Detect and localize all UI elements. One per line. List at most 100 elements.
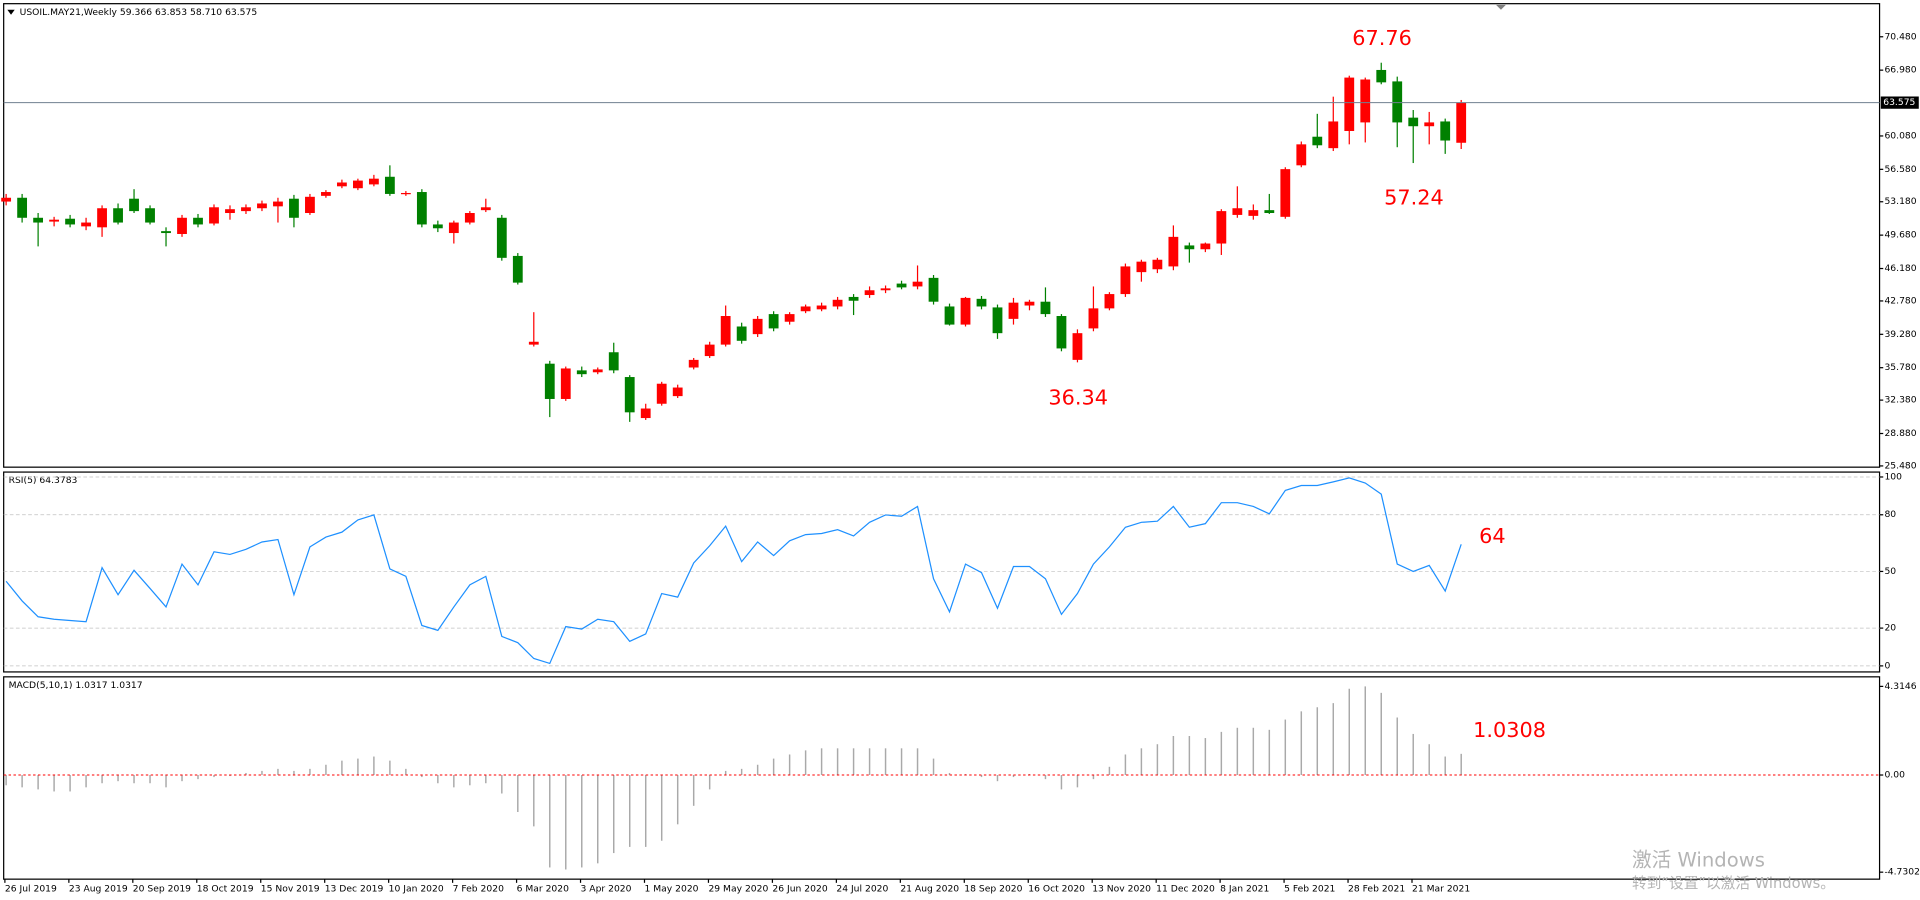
x-tick-label: 18 Oct 2019 <box>197 883 254 894</box>
candle-body <box>960 297 971 325</box>
candle-body <box>225 209 235 214</box>
y-tick-label: 42.780 <box>1884 295 1916 306</box>
candle-body <box>1392 81 1403 123</box>
candle-body <box>560 368 571 399</box>
candle-body <box>832 299 843 307</box>
low-annotation: 57.24 <box>1384 186 1444 210</box>
candle-body <box>1200 243 1211 250</box>
menu-arrow[interactable] <box>7 9 15 15</box>
candle-body <box>1408 117 1419 127</box>
x-tick-label: 10 Jan 2020 <box>389 883 444 894</box>
candle-body <box>177 217 187 234</box>
y-tick-label: 100 <box>1884 471 1902 482</box>
candle-body <box>416 192 427 225</box>
candle-body <box>1120 266 1131 295</box>
candle-body <box>1344 77 1355 131</box>
candle-body <box>480 207 491 211</box>
candle-body <box>992 307 1003 334</box>
candle-body <box>848 296 859 301</box>
candle-body <box>1280 169 1291 217</box>
main-title: USOIL.MAY21,Weekly 59.366 63.853 58.710 … <box>20 7 258 18</box>
candle-body <box>321 192 331 196</box>
candle-body <box>928 277 939 302</box>
x-tick-label: 23 Aug 2019 <box>69 883 128 894</box>
x-tick-label: 16 Oct 2020 <box>1028 883 1085 894</box>
y-tick-label: 32.380 <box>1884 395 1916 406</box>
candle-body <box>161 231 171 234</box>
candle-body <box>1248 210 1259 216</box>
y-tick-label: 46.180 <box>1884 263 1916 274</box>
high-annotation: 67.76 <box>1352 26 1412 50</box>
candle-body <box>736 326 747 341</box>
candle-body <box>896 283 907 288</box>
macd-annotation: 1.0308 <box>1473 718 1546 742</box>
low-annotation: 36.34 <box>1048 385 1108 409</box>
candle-body <box>864 290 875 296</box>
x-tick-label: 21 Aug 2020 <box>900 883 959 894</box>
candle-body <box>816 305 827 310</box>
candle-body <box>65 218 75 225</box>
y-tick-label: 53.180 <box>1884 196 1916 207</box>
macd-panel <box>3 676 1881 880</box>
candle-body <box>273 201 283 207</box>
y-tick-label: 66.980 <box>1884 65 1916 76</box>
y-tick-label: 28.880 <box>1884 428 1916 439</box>
candle-body <box>544 363 555 399</box>
candle-body <box>81 222 91 227</box>
candle-body <box>752 318 763 335</box>
candle-body <box>1360 79 1371 123</box>
watermark-title: 激活 Windows <box>1632 848 1765 871</box>
macd-title: MACD(5,10,1) 1.0317 1.0317 <box>9 680 143 691</box>
candle-body <box>1456 102 1467 143</box>
candle-body <box>1 197 12 202</box>
candle-body <box>1008 302 1019 319</box>
candle-body <box>1184 245 1195 250</box>
candle-body <box>33 217 44 223</box>
candle-body <box>209 207 219 224</box>
candle-body <box>576 370 587 375</box>
candle-body <box>1440 121 1451 141</box>
x-tick-label: 15 Nov 2019 <box>261 883 320 894</box>
candle-body <box>1056 316 1067 349</box>
candle-body <box>113 208 123 223</box>
x-tick-label: 21 Mar 2021 <box>1412 883 1470 894</box>
candle-body <box>49 219 59 222</box>
candle-body <box>720 316 731 345</box>
x-tick-label: 29 May 2020 <box>708 883 768 894</box>
candle-body <box>768 314 779 329</box>
candle-body <box>1296 144 1307 166</box>
candle-body <box>688 359 699 368</box>
candle-body <box>464 213 475 223</box>
candle-body <box>1264 210 1275 214</box>
candle-body <box>976 298 987 307</box>
y-tick-label: 60.080 <box>1884 130 1916 141</box>
candle-body <box>1376 69 1387 83</box>
x-tick-label: 20 Sep 2019 <box>133 883 191 894</box>
candle-body <box>624 377 635 413</box>
candle-body <box>912 281 923 287</box>
x-tick-label: 11 Dec 2020 <box>1156 883 1215 894</box>
candle-body <box>1328 121 1339 149</box>
candle-body <box>608 352 619 371</box>
y-tick-label: 56.580 <box>1884 164 1916 175</box>
candle-body <box>1312 136 1323 146</box>
candle-body <box>193 217 203 225</box>
y-tick-label: 70.480 <box>1884 31 1916 42</box>
rsi-title: RSI(5) 64.3783 <box>9 475 78 486</box>
candle-body <box>1216 211 1227 244</box>
candle-body <box>1152 259 1163 270</box>
candle-body <box>1232 208 1243 215</box>
candle-body <box>1136 261 1147 273</box>
x-tick-label: 1 May 2020 <box>644 883 698 894</box>
last-price-label: 63.575 <box>1883 97 1915 108</box>
x-tick-label: 3 Apr 2020 <box>581 883 632 894</box>
x-tick-label: 26 Jul 2019 <box>5 883 57 894</box>
candle-body <box>241 207 251 212</box>
y-tick-label: 35.780 <box>1884 362 1916 373</box>
candle-body <box>1072 333 1083 360</box>
candle-body <box>305 196 315 214</box>
x-tick-label: 18 Sep 2020 <box>964 883 1022 894</box>
candle-body <box>17 197 28 218</box>
rsi-line <box>5 477 1462 665</box>
